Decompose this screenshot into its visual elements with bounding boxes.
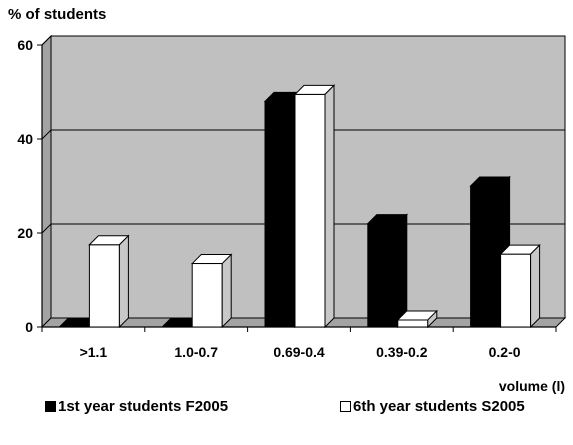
legend-label-series-1: 1st year students F2005 xyxy=(58,398,229,415)
y-tick-label: 60 xyxy=(17,37,33,53)
bar-series-2 xyxy=(293,84,336,329)
x-tick-label: 0.69-0.4 xyxy=(273,344,325,360)
legend-label-series-2: 6th year students S2005 xyxy=(353,398,525,415)
gridline xyxy=(41,35,565,46)
x-tick-label: 0.39-0.2 xyxy=(376,344,428,360)
legend-item-series-1: 1st year students F2005 xyxy=(45,398,228,415)
bar-side xyxy=(324,84,335,329)
bar-series-2 xyxy=(88,234,130,329)
x-tick-label: 1.0-0.7 xyxy=(174,344,218,360)
bar-front xyxy=(88,244,120,328)
y-tick-label: 20 xyxy=(17,225,33,241)
bar-front xyxy=(397,319,429,328)
bar-series-1 xyxy=(366,213,409,329)
bar-side xyxy=(530,243,541,329)
bar-front xyxy=(500,253,532,328)
bar-front xyxy=(191,263,223,328)
bar-front xyxy=(264,100,296,328)
x-tick-label: 0.2-0 xyxy=(489,344,521,360)
y-axis-label: % of students xyxy=(8,6,106,23)
gridline xyxy=(41,129,565,140)
legend-swatch-white xyxy=(340,401,351,412)
legend-item-series-2: 6th year students S2005 xyxy=(340,398,525,415)
bar-side xyxy=(397,213,408,329)
x-tick-label: >1.1 xyxy=(80,344,108,360)
bar-front xyxy=(294,93,326,328)
bar-series-2 xyxy=(190,253,233,329)
x-axis-label: volume (l) xyxy=(499,378,565,394)
bar-front xyxy=(470,185,502,328)
plot-side-wall xyxy=(41,34,52,329)
bar-series-2 xyxy=(396,309,439,329)
y-tick-label: 40 xyxy=(17,131,33,147)
bar-side xyxy=(118,234,129,329)
legend-swatch-black xyxy=(45,401,56,412)
bar-front xyxy=(367,223,399,328)
bar-side xyxy=(427,309,438,329)
y-tick-label: 0 xyxy=(25,319,33,335)
bar-series-2 xyxy=(499,243,541,329)
bar-side xyxy=(221,253,232,329)
